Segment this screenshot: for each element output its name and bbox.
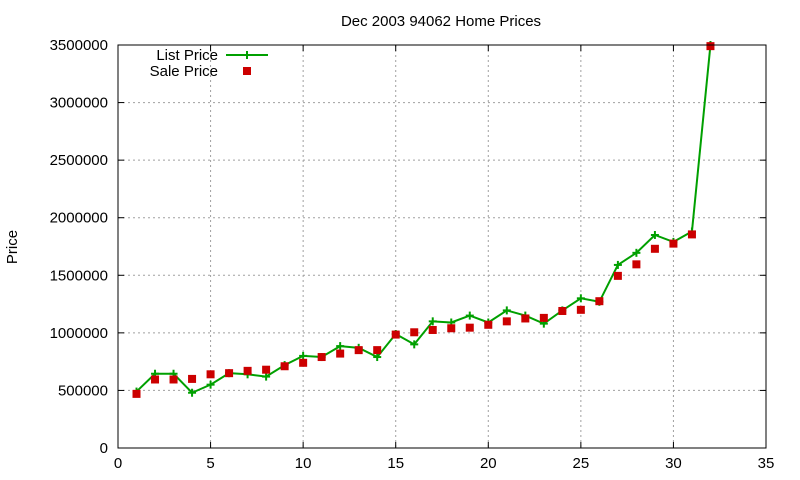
sale-price-point [169, 375, 178, 384]
sale-price-point [373, 346, 382, 355]
sale-price-point [317, 353, 326, 362]
x-tick-label: 0 [114, 455, 122, 472]
sale-price-point [336, 349, 345, 358]
x-tick-label: 35 [758, 455, 775, 472]
list-price-point [262, 372, 271, 381]
y-tick-label: 2000000 [50, 210, 108, 227]
y-tick-label: 0 [100, 440, 108, 457]
series-sale-price [132, 42, 715, 398]
list-price-point [206, 380, 215, 389]
sale-price-point [595, 297, 604, 306]
list-price-point [632, 248, 641, 257]
sale-price-point [502, 317, 511, 326]
list-price-point [613, 260, 622, 269]
list-price-point [465, 311, 474, 320]
sale-price-point [706, 42, 715, 51]
y-tick-label: 3500000 [50, 37, 108, 54]
list-price-point [188, 388, 197, 397]
y-tick-label: 1000000 [50, 325, 108, 342]
x-tick-label: 5 [206, 455, 214, 472]
legend-label: List Price [156, 47, 218, 64]
list-price-point [650, 230, 659, 239]
sale-price-point [243, 366, 252, 375]
list-price-point [373, 353, 382, 362]
list-price-point [299, 351, 308, 360]
sale-price-point [299, 358, 308, 367]
x-tick-label: 15 [387, 455, 404, 472]
list-price-point [410, 340, 419, 349]
sale-price-point [225, 369, 234, 378]
sale-price-point [410, 328, 419, 337]
sale-price-point [132, 389, 141, 398]
x-tick-label: 10 [295, 455, 312, 472]
sale-price-point [262, 365, 271, 374]
x-tick-label: 30 [665, 455, 682, 472]
sale-price-point [188, 374, 197, 383]
legend-label: Sale Price [150, 63, 218, 80]
sale-price-point [521, 314, 530, 323]
ticks: 0 5 10 15 20 25 30 35 0 500000 1000000 1500000 20000… [50, 37, 775, 472]
sale-price-point [354, 346, 363, 355]
sale-price-point [669, 239, 678, 248]
sale-price-point [576, 305, 585, 314]
sale-price-point [206, 370, 215, 379]
sale-price-point [151, 375, 160, 384]
list-price-point [428, 317, 437, 326]
sale-price-point [650, 244, 659, 253]
plot-frame [117, 44, 767, 449]
sale-price-point [558, 306, 567, 315]
list-price-point [336, 342, 345, 351]
list-price-point [502, 306, 511, 315]
sale-price-point [539, 313, 548, 322]
y-tick-label: 500000 [58, 382, 108, 399]
list-price-point [576, 294, 585, 303]
y-tick-label: 1500000 [50, 267, 108, 284]
sale-price-point [428, 325, 437, 334]
series-layer [132, 41, 715, 398]
sale-price-point [280, 362, 289, 371]
sale-price-point [447, 324, 456, 333]
x-tick-label: 25 [573, 455, 590, 472]
sale-price-point [632, 260, 641, 269]
y-tick-label: 3000000 [50, 95, 108, 112]
sale-price-point [465, 323, 474, 332]
list-price-line [135, 44, 712, 394]
legend-square-sample [243, 67, 251, 75]
x-tick-label: 20 [480, 455, 497, 472]
sale-price-point [484, 320, 493, 329]
y-tick-label: 2500000 [50, 152, 108, 169]
sale-price-point [687, 230, 696, 239]
sale-price-point [613, 271, 622, 280]
sale-price-point [391, 330, 400, 339]
grid [118, 45, 766, 448]
y-axis-label: Price [4, 230, 21, 264]
chart-title: Dec 2003 94062 Home Prices [341, 13, 541, 30]
series-list-price [132, 41, 715, 397]
